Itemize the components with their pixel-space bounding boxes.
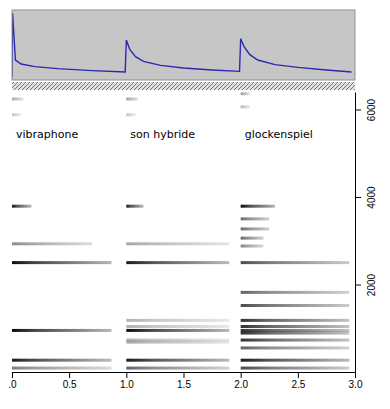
x-tick-label: 3.0 [349, 379, 363, 390]
marks [12, 92, 349, 369]
partial-line [241, 332, 350, 335]
partial-line [241, 367, 350, 370]
x-tick-mark [298, 372, 299, 378]
partial-line [126, 242, 229, 245]
partial-line [241, 237, 264, 240]
y-tick-label: 6000 [366, 98, 377, 121]
y-tick-label: 2000 [366, 273, 377, 296]
partial-line [126, 329, 229, 332]
plot-background [12, 10, 355, 80]
x-tick-mark [12, 372, 13, 378]
partial-line [241, 304, 350, 307]
partial-line [241, 245, 264, 248]
x-tick-label: 1.5 [177, 379, 191, 390]
partial-line [126, 261, 229, 264]
x-tick-label: .0 [8, 379, 17, 390]
x-axis: .0 0.5 1.0 1.5 2.0 2.5 3.0 [8, 372, 363, 390]
x-tick: .0 [8, 372, 17, 390]
separator [12, 82, 355, 90]
sound-label: glockenspiel [245, 128, 313, 141]
sound-label: son hybride [130, 128, 195, 141]
partial-line [126, 367, 229, 370]
partial-line [126, 113, 135, 116]
y-tick: 2000 [355, 273, 377, 296]
partial-line [126, 341, 229, 344]
partial-line [12, 242, 92, 245]
partial-line [126, 325, 229, 328]
chart: vibraphone son hybride glockenspiel .0 0.5 1.… [0, 0, 390, 409]
partial-line [126, 359, 229, 362]
x-tick-mark [184, 372, 185, 378]
partial-line [241, 105, 250, 108]
x-tick: 1.5 [177, 372, 191, 390]
partial-line [12, 329, 111, 332]
partial-line [126, 98, 137, 101]
partial-line [241, 205, 275, 208]
partial-line [12, 261, 111, 264]
y-tick: 4000 [355, 186, 377, 209]
y-axis-line [355, 93, 356, 373]
sound-label: vibraphone [16, 128, 78, 141]
partial-line [241, 261, 350, 264]
y-tick-mark [355, 197, 361, 198]
partial-line [126, 319, 229, 322]
x-tick-label: 1.0 [120, 379, 134, 390]
partial-line [241, 325, 350, 328]
partial-line [241, 92, 250, 95]
plot-frame [12, 10, 355, 80]
x-tick-label: 2.5 [291, 379, 305, 390]
x-tick: 2.0 [234, 372, 248, 390]
partial-line [12, 367, 111, 370]
partial-line [241, 329, 350, 332]
partial-line [241, 227, 270, 230]
x-tick: 2.5 [291, 372, 305, 390]
partial-line [241, 291, 350, 294]
x-tick: 0.5 [63, 372, 77, 390]
partial-line [12, 98, 23, 101]
x-tick-mark [69, 372, 70, 378]
partial-line [12, 113, 21, 116]
x-tick-label: 2.0 [234, 379, 248, 390]
y-tick-label: 4000 [366, 186, 377, 209]
y-tick: 6000 [355, 98, 377, 121]
annotations: vibraphone son hybride glockenspiel [16, 128, 313, 141]
partial-line [241, 359, 350, 362]
x-tick: 1.0 [120, 372, 134, 390]
partial-line [241, 319, 350, 322]
partial-line [12, 359, 111, 362]
spectrogram-panel [12, 92, 355, 372]
plot-background [12, 92, 355, 372]
envelope-line [12, 13, 352, 76]
marks [12, 13, 352, 76]
partial-line [126, 205, 143, 208]
partial-line [241, 346, 350, 349]
y-tick-mark [355, 110, 361, 111]
x-tick: 3.0 [349, 372, 363, 390]
partial-line [241, 339, 350, 342]
x-tick-mark [126, 372, 127, 378]
partial-line [241, 217, 270, 220]
y-axis: 2000 4000 6000 [355, 93, 377, 373]
x-tick-mark [355, 372, 356, 378]
envelope-panel [12, 10, 355, 80]
x-tick-label: 0.5 [63, 379, 77, 390]
partial-line [12, 205, 31, 208]
y-tick-mark [355, 285, 361, 286]
x-tick-mark [241, 372, 242, 378]
